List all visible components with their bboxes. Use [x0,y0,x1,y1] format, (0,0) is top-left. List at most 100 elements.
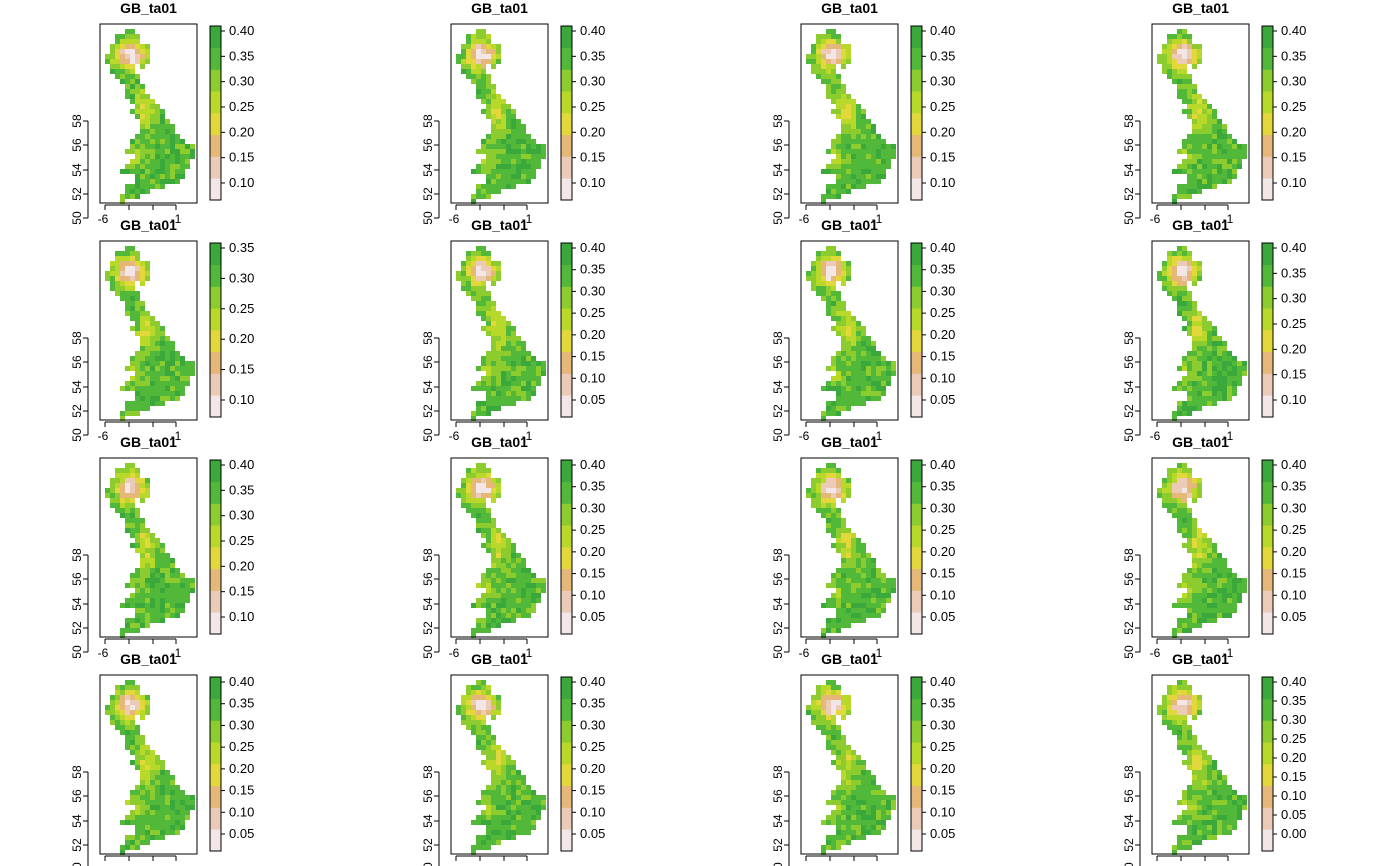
raster-cell [150,780,155,785]
raster-cell [145,346,150,351]
raster-cell [826,401,831,406]
raster-cell [536,598,541,603]
raster-cell [1177,296,1182,301]
raster-cell [886,149,891,154]
raster-cell [841,276,846,281]
raster-cell [180,356,185,361]
raster-cell [170,568,175,573]
raster-cell [521,785,526,790]
raster-cell [836,381,841,386]
raster-cell [170,790,175,795]
raster-cell [821,79,826,84]
raster-cell [871,608,876,613]
raster-cell [846,548,851,553]
raster-cell [831,169,836,174]
raster-cell [125,700,130,705]
raster-cell [831,845,836,850]
raster-cell [826,518,831,523]
raster-cell [1172,725,1177,730]
raster-cell [1187,593,1192,598]
raster-cell [160,805,165,810]
raster-cell [531,573,536,578]
raster-cell [491,765,496,770]
raster-cell [486,548,491,553]
raster-cell [486,623,491,628]
raster-cell [536,361,541,366]
raster-cell [876,396,881,401]
raster-cell [1202,356,1207,361]
raster-cell [1192,64,1197,69]
raster-cell [856,755,861,760]
raster-cell [486,321,491,326]
raster-cell [521,790,526,795]
raster-cell [841,341,846,346]
raster-cell [816,710,821,715]
raster-cell [1197,144,1202,149]
raster-cell [541,149,546,154]
raster-cell [155,775,160,780]
raster-cell [115,710,120,715]
raster-cell [506,326,511,331]
raster-cell [120,628,125,633]
raster-cell [521,815,526,820]
raster-cell [496,820,501,825]
raster-cell [175,139,180,144]
raster-cell [486,513,491,518]
raster-cell [130,184,135,189]
raster-cell [1167,483,1172,488]
raster-cell [481,820,486,825]
legend-label: 0.40 [930,457,955,472]
raster-cell [1192,174,1197,179]
raster-cell [1172,276,1177,281]
raster-cell [165,553,170,558]
raster-cell [851,568,856,573]
raster-cell [1182,488,1187,493]
raster-cell [130,381,135,386]
raster-cell [120,498,125,503]
raster-cell [1212,346,1217,351]
panel-title: GB_ta01 [120,651,177,667]
raster-cell [511,835,516,840]
raster-cell [150,820,155,825]
raster-cell [486,705,491,710]
raster-cell [821,700,826,705]
raster-cell [866,583,871,588]
raster-cell [150,760,155,765]
raster-cell [511,805,516,810]
raster-cell [856,179,861,184]
raster-cell [836,473,841,478]
raster-cell [531,361,536,366]
raster-cell [841,745,846,750]
raster-cell [816,685,821,690]
raster-cell [1182,715,1187,720]
raster-cell [1187,845,1192,850]
raster-cell [1222,396,1227,401]
raster-cell [466,508,471,513]
raster-cell [155,396,160,401]
raster-cell [466,39,471,44]
raster-cell [1232,810,1237,815]
raster-cell [1227,351,1232,356]
raster-cell [846,765,851,770]
raster-cell [1207,548,1212,553]
raster-cell [841,149,846,154]
raster-cell [856,588,861,593]
raster-cell [826,618,831,623]
raster-cell [140,164,145,169]
legend-swatch [911,308,922,331]
raster-cell [836,740,841,745]
raster-cell [881,366,886,371]
raster-cell [841,810,846,815]
raster-cell [461,59,466,64]
raster-cell [1197,361,1202,366]
raster-cell [866,593,871,598]
raster-cell [466,59,471,64]
raster-cell [1227,568,1232,573]
raster-cell [496,361,501,366]
legend-swatch [561,373,572,396]
raster-cell [155,830,160,835]
raster-cell [841,331,846,336]
raster-cell [1177,301,1182,306]
raster-cell [531,391,536,396]
raster-cell [135,271,140,276]
